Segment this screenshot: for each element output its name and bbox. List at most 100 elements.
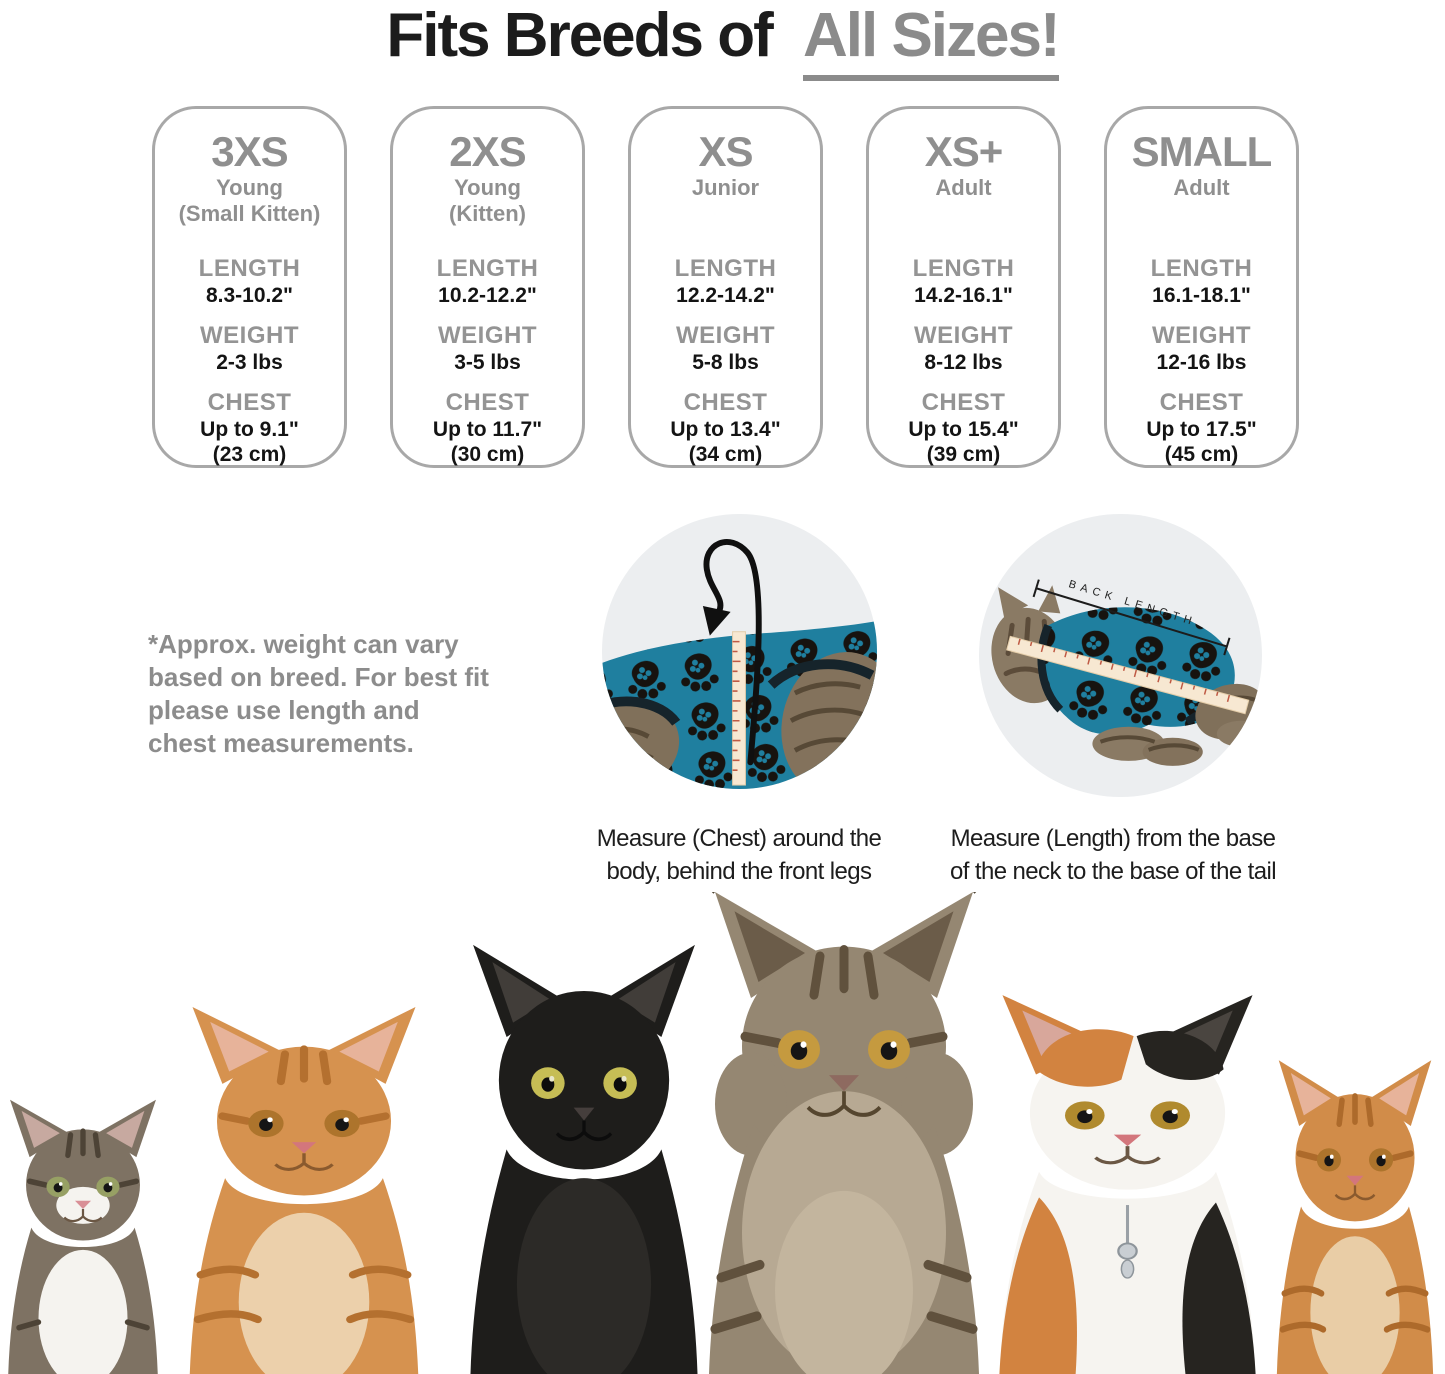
caption-line: of the neck to the base of the tail	[950, 858, 1277, 885]
kitten-illustration	[8, 1099, 158, 1374]
page-title: Fits Breeds of All Sizes!	[0, 2, 1445, 81]
cat-photo-calico	[975, 990, 1280, 1374]
title-prefix: Fits Breeds of	[386, 1, 773, 70]
caption-line: Measure (Chest) around the	[596, 825, 882, 852]
size-age: Young	[216, 175, 283, 200]
length-label: LENGTH	[674, 255, 777, 282]
chest-spec: CHEST Up to 13.4" (34 cm)	[631, 389, 820, 467]
chest	[775, 1190, 913, 1374]
length-spec: LENGTH 16.1-18.1"	[1107, 255, 1296, 308]
caption-line: body, behind the front legs	[606, 858, 872, 885]
cat-photo-maine-coon	[694, 892, 994, 1374]
length-measurement-illustration: BACK LENGTH	[979, 514, 1262, 797]
length-label: LENGTH	[436, 255, 539, 282]
chest-value: Up to 11.7"	[432, 418, 543, 441]
measuring-tape	[732, 631, 746, 786]
head	[1295, 1094, 1415, 1222]
eyes	[1064, 1101, 1191, 1130]
length-measurement-photo: BACK LENGTH	[978, 513, 1263, 798]
calico-illustration	[999, 995, 1256, 1374]
chest-measurement-photo	[601, 513, 878, 790]
eyes	[531, 1067, 637, 1099]
weight-label: WEIGHT	[200, 322, 299, 349]
size-card-3xs: 3XS Young (Small Kitten) LENGTH 8.3-10.2…	[152, 106, 347, 468]
card-header: 3XS Young (Small Kitten)	[155, 129, 344, 241]
cat-photo-orange-tabby-right	[1262, 1056, 1445, 1374]
size-age-note: (Small Kitten)	[178, 201, 321, 226]
weight-spec: WEIGHT 3-5 lbs	[393, 322, 582, 375]
chest-value: Up to 9.1"	[200, 418, 299, 441]
length-value: 14.2-16.1"	[914, 284, 1013, 307]
length-value: 10.2-12.2"	[438, 284, 537, 307]
cat-front-paws	[1092, 726, 1203, 766]
chest-spec: CHEST Up to 9.1" (23 cm)	[155, 389, 344, 467]
weight-spec: WEIGHT 12-16 lbs	[1107, 322, 1296, 375]
chest-caption: Measure (Chest) around the body, behind …	[549, 822, 929, 888]
dimension-line	[1032, 579, 1231, 656]
length-spec: LENGTH 10.2-12.2"	[393, 255, 582, 308]
size-age: Adult	[1173, 175, 1230, 200]
chest-label: CHEST	[921, 389, 1006, 416]
length-caption: Measure (Length) from the base of the ne…	[913, 822, 1313, 888]
chest-measurement-illustration	[601, 513, 878, 790]
weight-value: 8-12 lbs	[924, 351, 1003, 374]
size-age: Adult	[935, 175, 992, 200]
chest-label: CHEST	[445, 389, 530, 416]
weight-label: WEIGHT	[676, 322, 775, 349]
length-label: LENGTH	[1150, 255, 1253, 282]
note-line: chest measurements.	[148, 728, 414, 758]
chest-spec: CHEST Up to 15.4" (39 cm)	[869, 389, 1058, 467]
size-age-note	[1107, 201, 1296, 227]
size-age: Young	[454, 175, 521, 200]
head	[216, 1046, 392, 1196]
eyes	[1316, 1148, 1394, 1172]
size-card-xs-plus: XS+ Adult LENGTH 14.2-16.1" WEIGHT 8-12 …	[866, 106, 1061, 468]
size-name: 3XS	[211, 128, 288, 175]
size-name: XS+	[924, 128, 1004, 175]
head	[26, 1129, 140, 1241]
head	[742, 946, 946, 1146]
weight-label: WEIGHT	[1152, 322, 1251, 349]
card-header: XS Junior	[631, 129, 820, 241]
weight-disclaimer-note: *Approx. weight can vary based on breed.…	[148, 628, 568, 760]
size-age-note	[869, 201, 1058, 227]
card-header: 2XS Young (Kitten)	[393, 129, 582, 241]
measuring-tape	[1006, 635, 1250, 715]
chest-label: CHEST	[1159, 389, 1244, 416]
size-name: 2XS	[449, 128, 526, 175]
maine-coon-illustration	[709, 892, 979, 1374]
size-age-note: (Kitten)	[449, 201, 526, 226]
chest-value: Up to 13.4"	[670, 418, 781, 441]
card-header: SMALL Adult	[1107, 129, 1296, 241]
orange-patch	[1036, 1029, 1134, 1087]
orange-tabby-illustration	[189, 1006, 419, 1374]
length-spec: LENGTH 8.3-10.2"	[155, 255, 344, 308]
chest-value: Up to 17.5"	[1146, 418, 1257, 441]
note-line: based on breed. For best fit	[148, 662, 489, 692]
size-card-2xs: 2XS Young (Kitten) LENGTH 10.2-12.2" WEI…	[390, 106, 585, 468]
black-cat-illustration	[470, 944, 698, 1374]
card-header: XS+ Adult	[869, 129, 1058, 241]
chest-spec: CHEST Up to 17.5" (45 cm)	[1107, 389, 1296, 467]
length-spec: LENGTH 14.2-16.1"	[869, 255, 1058, 308]
chest-value-cm: (45 cm)	[1164, 443, 1239, 466]
chest-sheen	[516, 1178, 652, 1374]
length-label: LENGTH	[198, 255, 301, 282]
note-line: please use length and	[148, 695, 420, 725]
size-age: Junior	[691, 175, 760, 200]
size-name: SMALL	[1131, 128, 1273, 175]
weight-value: 3-5 lbs	[454, 351, 521, 374]
chest-value-cm: (34 cm)	[688, 443, 763, 466]
arrow-icon	[702, 539, 762, 766]
pendant	[1117, 1205, 1138, 1279]
cat-photo-gray-tabby-kitten	[0, 1096, 172, 1374]
chest-label: CHEST	[207, 389, 292, 416]
chest	[238, 1212, 370, 1374]
length-spec: LENGTH 12.2-14.2"	[631, 255, 820, 308]
weight-spec: WEIGHT 2-3 lbs	[155, 322, 344, 375]
length-value: 8.3-10.2"	[205, 284, 293, 307]
weight-spec: WEIGHT 8-12 lbs	[869, 322, 1058, 375]
black-patch	[1136, 1030, 1224, 1080]
chest-value: Up to 15.4"	[908, 418, 1019, 441]
